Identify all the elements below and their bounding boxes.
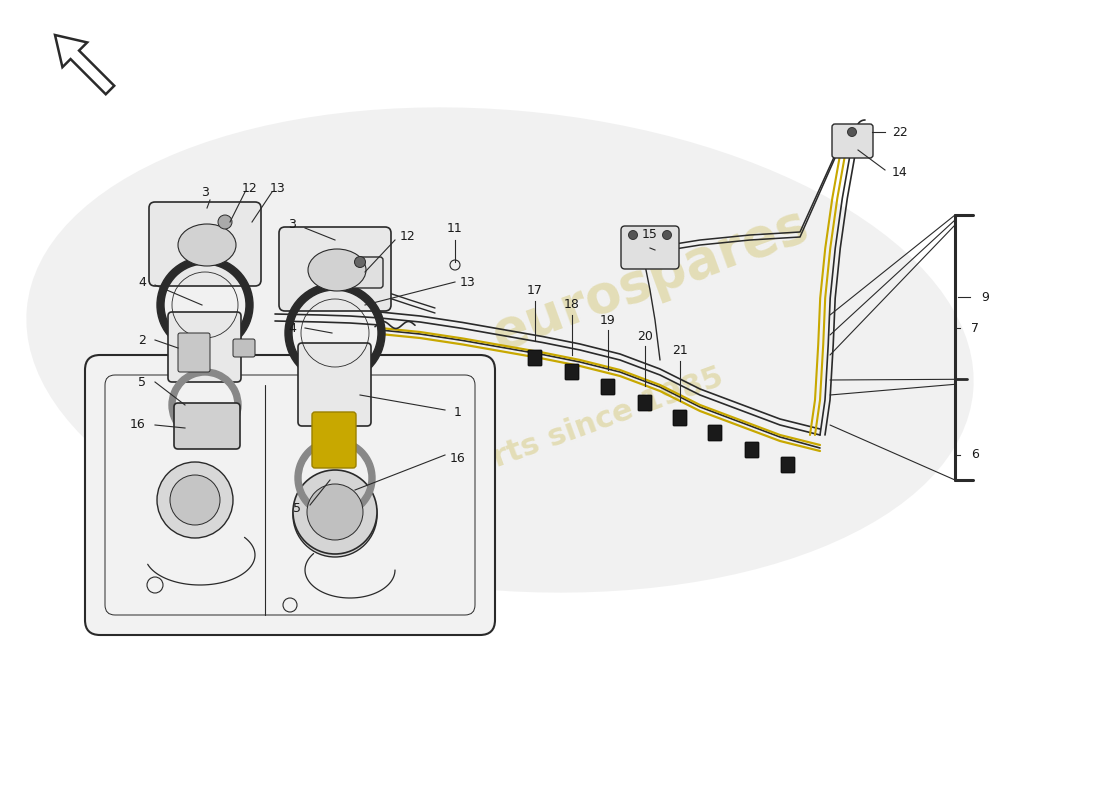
Circle shape <box>307 487 363 543</box>
FancyBboxPatch shape <box>85 355 495 635</box>
Text: 17: 17 <box>527 285 543 298</box>
FancyBboxPatch shape <box>832 124 873 158</box>
Text: 16: 16 <box>130 418 146 431</box>
FancyBboxPatch shape <box>621 226 679 269</box>
Text: 6: 6 <box>971 449 979 462</box>
Text: 9: 9 <box>981 290 989 304</box>
FancyBboxPatch shape <box>279 227 390 311</box>
Text: 22: 22 <box>892 126 907 138</box>
FancyBboxPatch shape <box>168 312 241 382</box>
FancyBboxPatch shape <box>673 410 688 426</box>
Text: 18: 18 <box>564 298 580 311</box>
Circle shape <box>354 257 365 267</box>
Text: 1: 1 <box>454 406 462 418</box>
Text: 7: 7 <box>971 322 979 334</box>
Text: a motor parts since 1985: a motor parts since 1985 <box>312 362 727 538</box>
FancyBboxPatch shape <box>233 339 255 357</box>
Text: 3: 3 <box>288 218 296 231</box>
Text: 11: 11 <box>447 222 463 234</box>
FancyBboxPatch shape <box>565 364 579 380</box>
FancyBboxPatch shape <box>312 412 356 468</box>
Text: 4: 4 <box>139 275 146 289</box>
Circle shape <box>628 230 638 239</box>
Ellipse shape <box>308 249 366 291</box>
Text: eurospares: eurospares <box>485 198 815 362</box>
FancyBboxPatch shape <box>745 442 759 458</box>
Text: 13: 13 <box>460 275 476 289</box>
Circle shape <box>662 230 671 239</box>
Circle shape <box>293 473 377 557</box>
FancyBboxPatch shape <box>178 333 210 372</box>
FancyBboxPatch shape <box>528 350 542 366</box>
FancyBboxPatch shape <box>346 257 383 288</box>
Text: 19: 19 <box>601 314 616 326</box>
FancyBboxPatch shape <box>638 395 652 411</box>
Text: 12: 12 <box>400 230 416 243</box>
Text: 15: 15 <box>642 229 658 242</box>
Text: 4: 4 <box>288 322 296 334</box>
Circle shape <box>293 470 377 554</box>
FancyBboxPatch shape <box>148 202 261 286</box>
Ellipse shape <box>178 224 236 266</box>
FancyBboxPatch shape <box>708 425 722 441</box>
Text: 21: 21 <box>672 345 688 358</box>
Ellipse shape <box>26 107 974 593</box>
Circle shape <box>307 484 363 540</box>
Text: 20: 20 <box>637 330 653 342</box>
FancyBboxPatch shape <box>781 457 795 473</box>
FancyBboxPatch shape <box>601 379 615 395</box>
Text: 13: 13 <box>271 182 286 194</box>
Text: 2: 2 <box>139 334 146 346</box>
Circle shape <box>170 475 220 525</box>
Text: 3: 3 <box>201 186 209 198</box>
Text: 5: 5 <box>293 502 301 514</box>
Text: 16: 16 <box>450 451 466 465</box>
Text: 14: 14 <box>892 166 907 179</box>
Circle shape <box>157 462 233 538</box>
FancyBboxPatch shape <box>298 343 371 426</box>
Text: 5: 5 <box>138 375 146 389</box>
FancyArrow shape <box>55 35 114 94</box>
Circle shape <box>218 215 232 229</box>
Text: 12: 12 <box>242 182 257 194</box>
Circle shape <box>847 127 857 137</box>
FancyBboxPatch shape <box>174 403 240 449</box>
